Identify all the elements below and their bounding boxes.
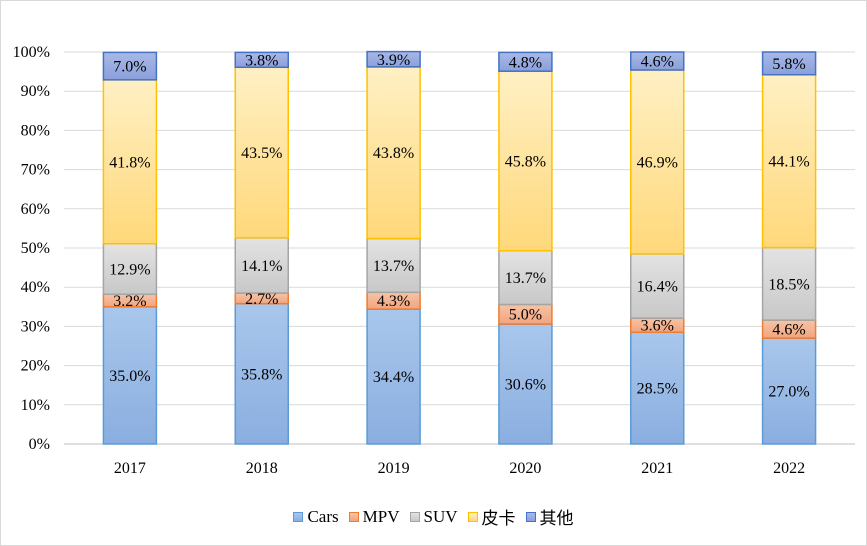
legend-item: 其他 [525,504,574,529]
y-tick-label: 90% [21,83,50,100]
bar-segment [498,70,553,252]
data-label: 5.0% [509,307,542,324]
data-label: 3.9% [377,52,410,69]
legend-item: SUV [409,506,458,527]
data-label: 4.6% [641,54,674,71]
legend-swatch [525,511,536,522]
data-label: 35.8% [241,366,282,383]
bar-segment [366,237,421,294]
bar-segment [761,73,817,249]
data-label: 44.1% [768,154,809,171]
data-label: 41.8% [109,154,150,171]
data-label: 13.7% [505,270,546,287]
bar-segment [630,51,685,71]
bar-segment [498,51,553,72]
bar-segment [234,51,289,69]
y-tick-label: 50% [21,240,50,257]
legend-item: 皮卡 [467,504,516,529]
bar-segment [366,66,421,240]
data-label: 45.8% [505,153,546,170]
bar-segment [630,331,685,445]
x-tick-label: 2022 [773,460,805,477]
legend-swatch [293,511,304,522]
bar-segment [102,242,158,296]
data-label: 46.9% [637,154,678,171]
data-label: 4.8% [509,54,542,71]
data-label: 18.5% [768,276,809,293]
chart-legend: Cars MPV SUV 皮卡 其他 [0,504,867,529]
legend-item: MPV [348,506,400,527]
legend-label: 皮卡 [481,509,516,528]
bar-segment [102,51,158,81]
x-tick-label: 2019 [378,460,410,477]
data-label: 7.0% [113,59,146,76]
data-label: 27.0% [768,384,809,401]
bar-segment [761,51,817,76]
legend-label: MPV [362,506,400,526]
data-label: 3.8% [245,52,278,69]
data-label: 4.6% [772,322,805,339]
y-tick-label: 100% [13,44,50,61]
legend-label: 其他 [539,509,574,528]
legend-item: Cars [293,506,339,527]
y-tick-label: 30% [21,318,50,335]
y-tick-label: 80% [21,122,50,139]
data-label: 3.6% [641,318,674,335]
y-tick-label: 70% [21,162,50,179]
y-tick-label: 0% [29,436,50,453]
y-tick-label: 10% [21,397,50,414]
bar-segment [630,253,685,319]
bar-segment [761,337,817,445]
data-label: 35.0% [109,368,150,385]
data-label: 14.1% [241,258,282,275]
legend-label: Cars [307,506,339,526]
data-label: 34.4% [373,369,414,386]
y-tick-label: 20% [21,358,50,375]
bar-segment [366,50,421,68]
data-label: 5.8% [772,56,805,73]
data-label: 43.5% [241,145,282,162]
x-tick-label: 2021 [641,460,673,477]
legend-swatch [467,511,478,522]
y-tick-label: 60% [21,201,50,218]
data-label: 16.4% [637,279,678,296]
data-label: 28.5% [637,381,678,398]
data-label: 43.8% [373,145,414,162]
bar-segment [234,66,289,239]
bar-segment [761,246,817,321]
bar-segment [366,308,421,445]
bar-segment [498,323,553,445]
y-tick-label: 40% [21,279,50,296]
legend-label: SUV [423,506,458,526]
bar-segment [102,306,158,445]
x-tick-label: 2018 [246,460,278,477]
x-tick-label: 2020 [509,460,541,477]
bar-segment [234,237,289,294]
data-label: 4.3% [377,293,410,310]
bar-segment [102,79,158,245]
legend-swatch [348,511,359,522]
legend-swatch [409,511,420,522]
data-label: 30.6% [505,377,546,394]
bar-segment [630,69,685,255]
bar-segment [234,302,289,445]
data-label: 13.7% [373,258,414,275]
data-label: 12.9% [109,261,150,278]
data-label: 2.7% [245,291,278,308]
data-label: 3.2% [113,293,146,310]
x-tick-label: 2017 [114,460,146,477]
